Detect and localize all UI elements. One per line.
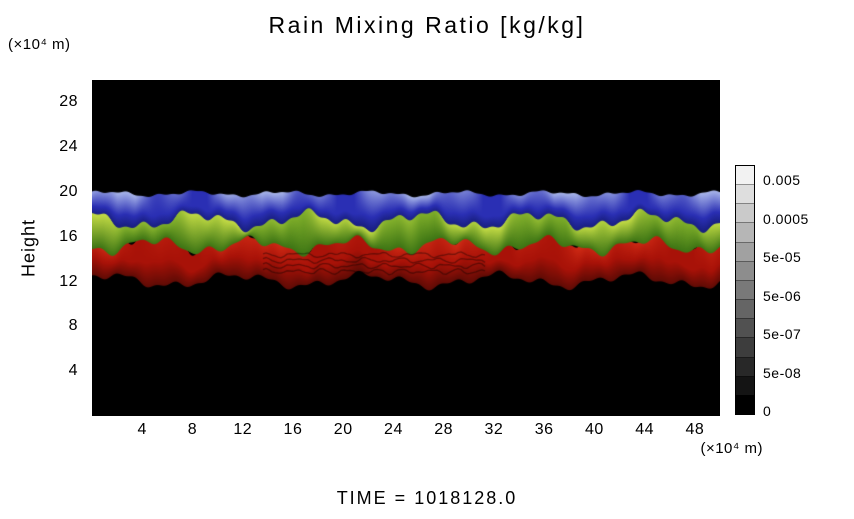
- y-tick-label: 12: [59, 272, 78, 290]
- y-tick-label: 16: [59, 227, 78, 245]
- x-tick-label: 24: [384, 421, 403, 438]
- x-tick-label: 36: [534, 421, 554, 438]
- colorbar-tick-label: 0.005: [763, 172, 801, 189]
- x-tick-label: 48: [685, 421, 705, 438]
- colorbar-tick-label: 5e-08: [763, 364, 802, 381]
- colorbar-segment: [736, 318, 754, 338]
- colorbar-segment: [736, 222, 754, 242]
- colorbar-tick-label: 0: [763, 403, 772, 420]
- chart-title: Rain Mixing Ratio [kg/kg]: [268, 12, 586, 38]
- colorbar: [735, 165, 755, 415]
- y-tick-label: 24: [59, 138, 78, 156]
- x-tick-label: 20: [333, 421, 353, 438]
- heatmap-canvas: [92, 80, 720, 416]
- x-axis-unit-label: (×10⁴ m): [700, 440, 763, 457]
- x-axis-ticks: 4 8 12 16 20 24 28 32 36 40 44 48: [92, 421, 720, 441]
- colorbar-segment: [736, 241, 754, 261]
- colorbar-tick-label: 5e-05: [763, 249, 802, 266]
- colorbar-segment: [736, 203, 754, 223]
- colorbar-segment: [736, 375, 754, 395]
- colorbar-segment: [736, 260, 754, 280]
- plot-area: [92, 80, 720, 416]
- colorbar-tick-label: 0.0005: [763, 210, 809, 227]
- colorbar-segment: [736, 299, 754, 319]
- colorbar-segment: [736, 337, 754, 357]
- x-tick-label: 16: [283, 421, 303, 438]
- y-axis-unit-label: (×10⁴ m): [8, 36, 71, 53]
- x-tick-label: 12: [233, 421, 253, 438]
- colorbar-segment: [736, 394, 754, 415]
- x-tick-label: 44: [635, 421, 655, 438]
- y-tick-label: 8: [68, 317, 78, 335]
- colorbar-segment: [736, 279, 754, 300]
- y-tick-label: 4: [68, 362, 78, 380]
- colorbar-segment: [736, 166, 754, 185]
- colorbar-tick-label: 5e-07: [763, 326, 802, 343]
- x-tick-label: 8: [187, 421, 198, 438]
- y-axis-ticks: 4 8 12 16 20 24 28: [0, 80, 84, 416]
- y-tick-label: 28: [59, 93, 78, 111]
- x-tick-label: 4: [137, 421, 147, 438]
- x-tick-label: 40: [584, 421, 604, 438]
- x-tick-label: 28: [434, 421, 454, 438]
- colorbar-labels: 0.005 0.0005 5e-05 5e-06 5e-07 5e-08 0: [763, 165, 849, 419]
- colorbar-tick-label: 5e-06: [763, 287, 802, 304]
- colorbar-segment: [736, 356, 754, 376]
- y-tick-label: 20: [59, 183, 78, 200]
- time-label: TIME = 1018128.0: [336, 488, 518, 508]
- x-tick-label: 32: [484, 421, 504, 438]
- colorbar-segment: [736, 184, 754, 204]
